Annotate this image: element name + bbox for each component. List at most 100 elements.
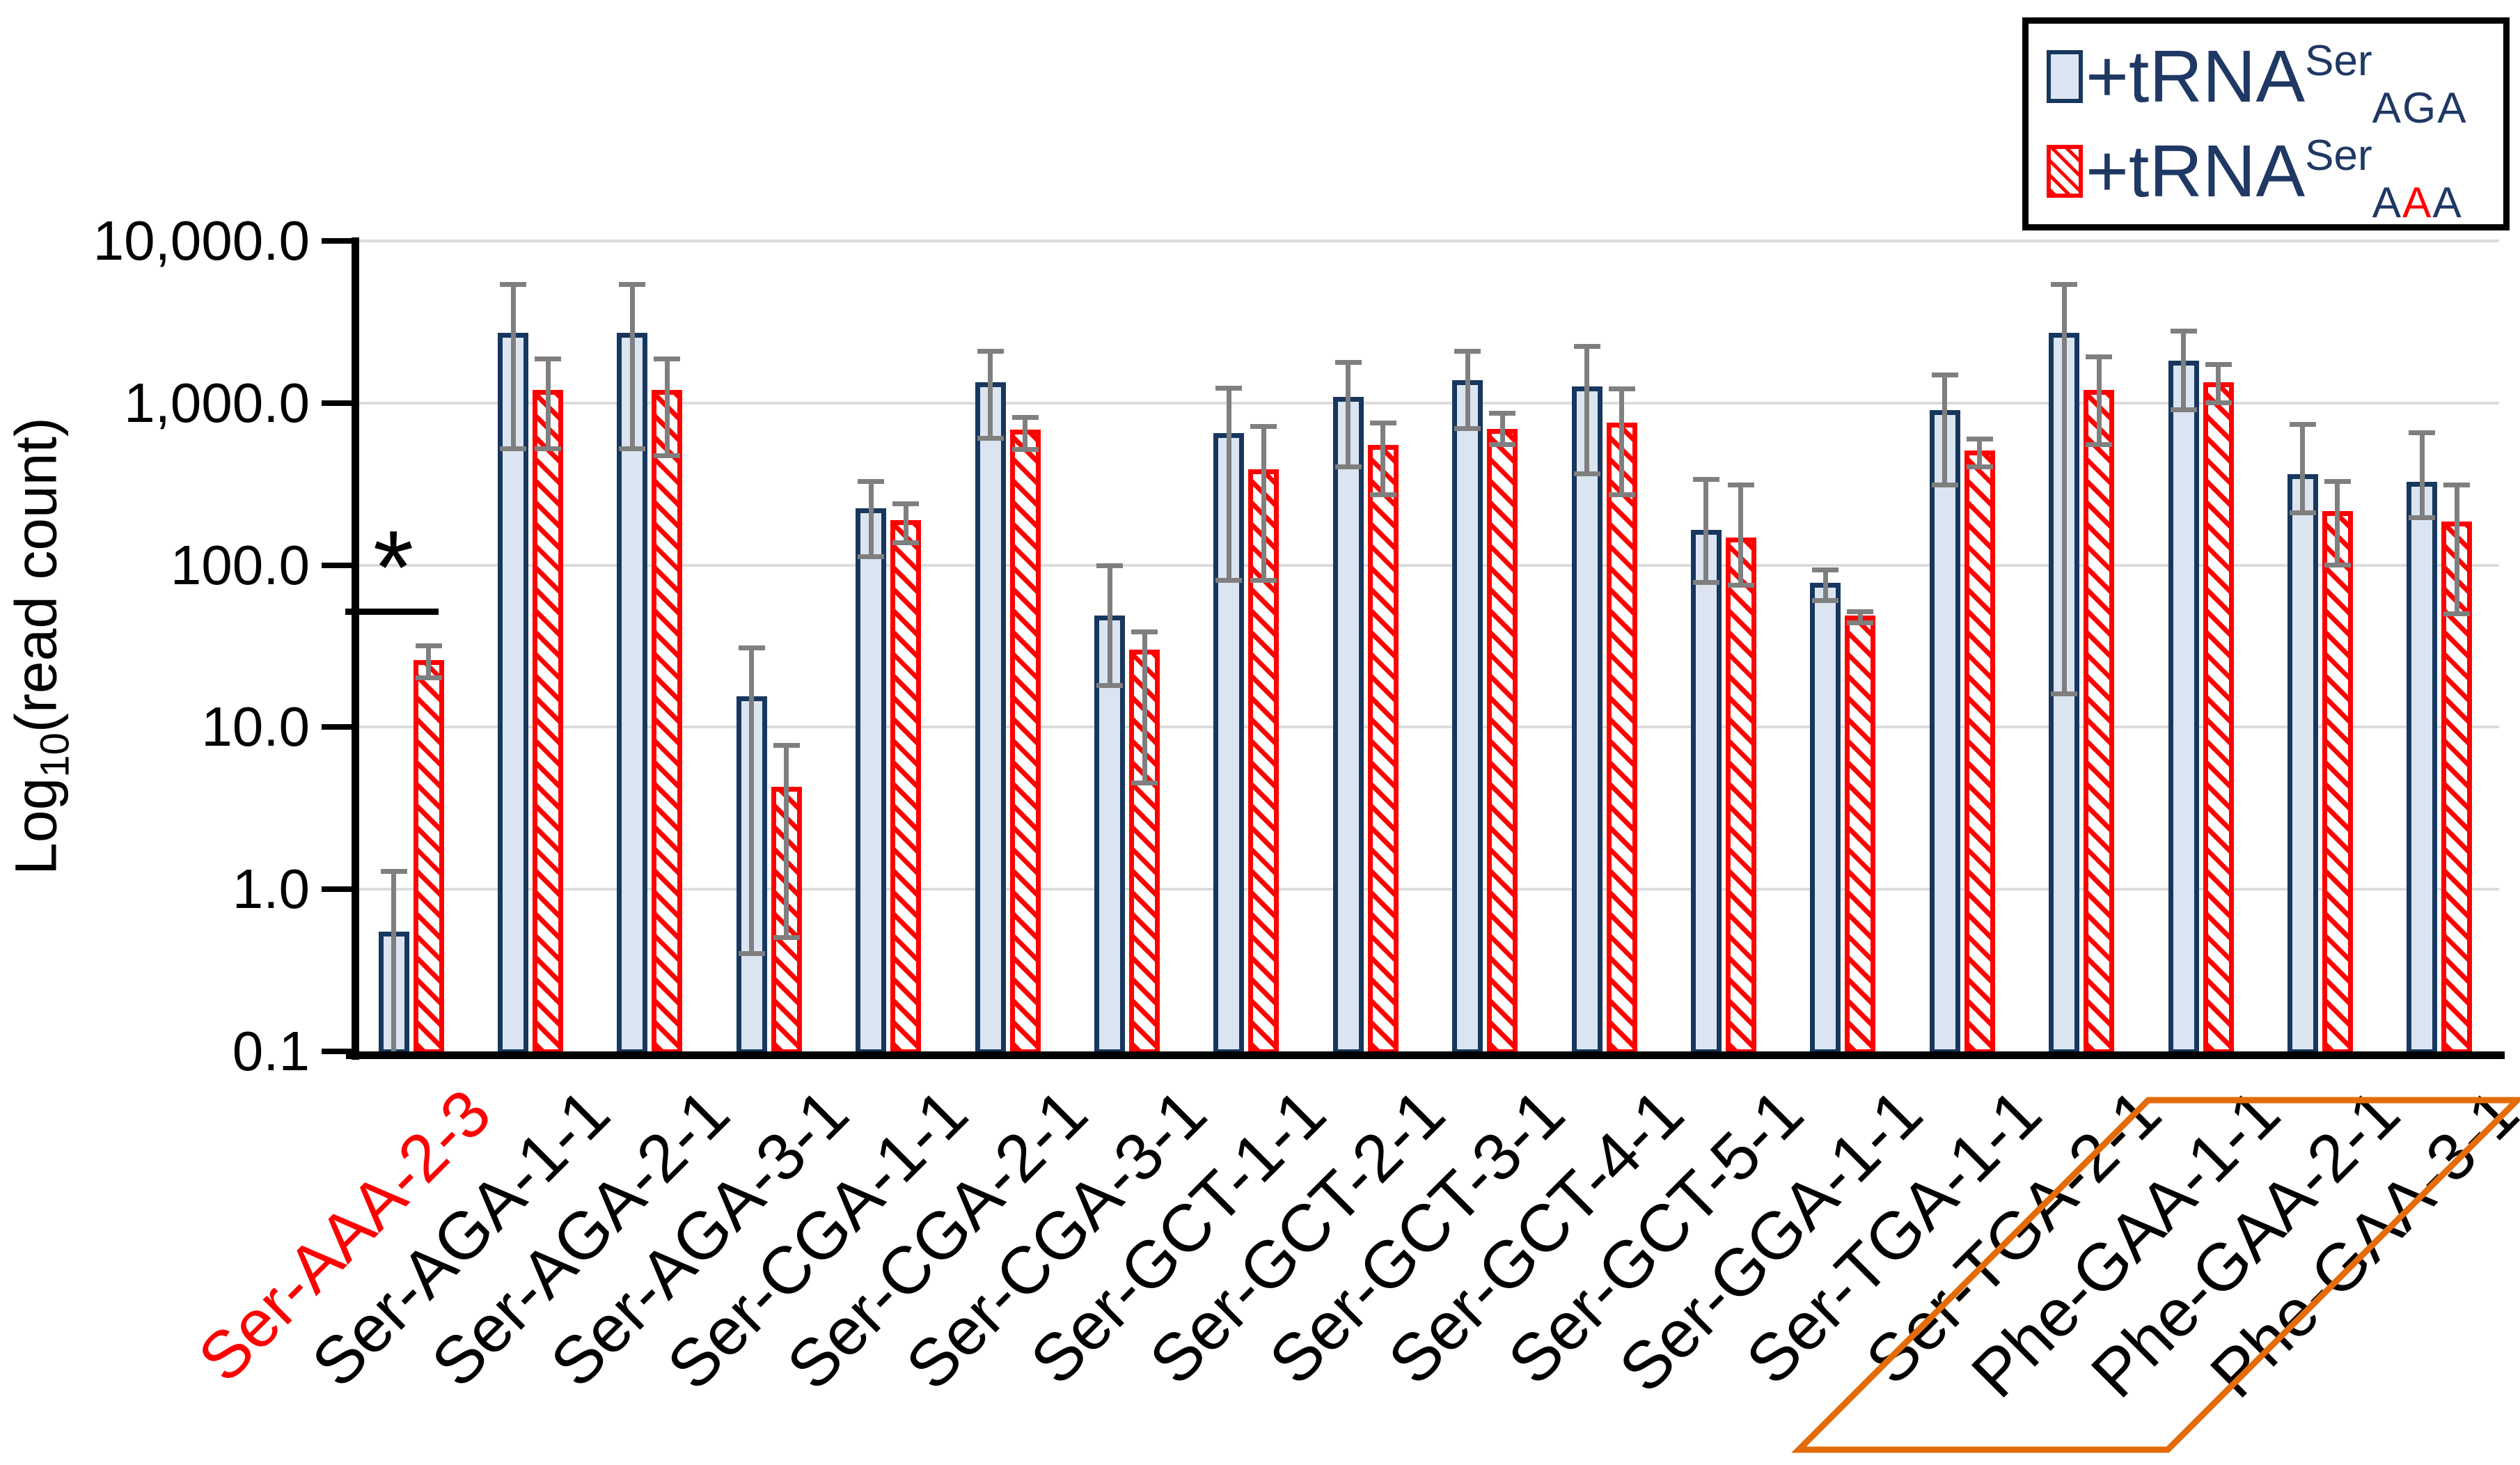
error-bar-Ser-TGA-1-1-s0 <box>1942 374 1948 486</box>
error-cap-top <box>1369 420 1396 425</box>
error-bar-Ser-CGA-2-1-s0 <box>988 350 993 439</box>
error-cap-top <box>858 478 885 484</box>
error-cap-bottom <box>1608 492 1635 498</box>
y-tick-0.1 <box>322 1049 352 1054</box>
significance-asterisk: * <box>372 508 414 626</box>
error-cap-bottom <box>1454 426 1481 432</box>
legend-swatch-blue-icon <box>2047 50 2083 103</box>
error-bar-Ser-GCT-4-1-s1 <box>1619 388 1625 496</box>
error-bar-Ser-GCT-3-1-s1 <box>1499 412 1505 446</box>
error-cap-top <box>619 282 646 288</box>
error-cap-top <box>2443 482 2471 487</box>
error-bar-Ser-CGA-1-1-s0 <box>868 480 874 558</box>
y-tick-1000 <box>322 400 352 406</box>
y-tick-label-10: 10.0 <box>201 696 310 758</box>
error-cap-top <box>1812 567 1839 572</box>
bar-Ser-CGA-1-1-s1 <box>890 519 922 1054</box>
error-cap-bottom <box>535 446 562 451</box>
y-tick-label-1: 1.0 <box>232 858 310 920</box>
y-tick-10000 <box>322 238 352 244</box>
y-tick-100 <box>322 562 352 568</box>
bar-Ser-GCT-3-1-s1 <box>1487 429 1518 1054</box>
gridline-10000 <box>352 240 2499 242</box>
error-bar-Phe-GAA-1-1-s0 <box>2181 331 2187 411</box>
legend-superscript-ser: Ser <box>2305 132 2372 180</box>
error-cap-bottom <box>1727 582 1754 588</box>
y-tick-10 <box>322 724 352 730</box>
error-cap-bottom <box>977 436 1004 441</box>
gridline-1000 <box>352 401 2499 405</box>
bar-Ser-CGA-3-1-s0 <box>1094 615 1126 1054</box>
error-cap-bottom <box>1096 682 1124 688</box>
error-bar-Ser-CGA-2-1-s1 <box>1023 417 1028 450</box>
error-cap-top <box>2170 329 2197 334</box>
legend-subscript-aaa: AAA <box>2372 179 2463 227</box>
bar-Ser-GCT-4-1-s1 <box>1606 422 1637 1054</box>
error-cap-bottom <box>2051 691 2078 696</box>
error-bar-Ser-GGA-1-1-s1 <box>1857 611 1863 623</box>
error-cap-bottom <box>1812 598 1839 604</box>
error-cap-bottom <box>858 554 885 560</box>
error-bar-Ser-AGA-2-1-s1 <box>664 358 670 457</box>
error-bar-Ser-AGA-3-1-s1 <box>784 744 789 939</box>
error-bar-Phe-GAA-2-1-s0 <box>2300 424 2306 513</box>
error-bar-Ser-GCT-4-1-s0 <box>1584 346 1590 474</box>
bar-Ser-GGA-1-1-s1 <box>1845 615 1876 1054</box>
error-bar-Ser-AAA-2-3-s0 <box>391 870 397 1051</box>
error-cap-top <box>1131 629 1158 634</box>
error-bar-Phe-GAA-1-1-s1 <box>2216 364 2221 403</box>
error-cap-bottom <box>1215 578 1243 583</box>
error-cap-top <box>1692 476 1719 482</box>
error-cap-top <box>2289 422 2316 428</box>
error-cap-bottom <box>2443 611 2471 616</box>
bar-Ser-GGA-1-1-s0 <box>1810 582 1841 1054</box>
error-cap-bottom <box>1011 446 1039 452</box>
legend-swatch-red-hatched-icon <box>2047 145 2083 198</box>
gridline-100 <box>352 563 2499 567</box>
error-cap-top <box>1250 424 1277 429</box>
error-cap-top <box>1489 410 1516 416</box>
error-cap-top <box>2205 362 2232 368</box>
error-cap-bottom <box>1573 471 1600 476</box>
error-cap-bottom <box>1369 492 1396 498</box>
error-cap-bottom <box>2086 442 2113 448</box>
error-bar-Ser-GCT-3-1-s0 <box>1465 351 1470 430</box>
error-cap-top <box>1727 482 1754 487</box>
significance-bracket <box>345 608 439 615</box>
error-bar-Ser-AGA-3-1-s0 <box>749 648 755 954</box>
bar-Phe-GAA-1-1-s0 <box>2168 360 2199 1054</box>
y-axis-line <box>352 237 359 1060</box>
error-bar-Ser-GCT-1-1-s1 <box>1261 426 1266 581</box>
legend-superscript-ser: Ser <box>2305 37 2372 85</box>
legend: +tRNASerAGA +tRNASerAAA <box>2022 17 2510 230</box>
legend-label-aaa: +tRNASerAAA <box>2086 130 2463 227</box>
y-tick-label-1000: 1,000.0 <box>124 371 310 434</box>
bar-Ser-GCT-1-1-s1 <box>1248 469 1279 1054</box>
gridline-10 <box>352 726 2499 729</box>
error-cap-bottom <box>500 446 527 451</box>
bar-Ser-GCT-5-1-s1 <box>1725 537 1756 1054</box>
bar-Ser-GCT-5-1-s0 <box>1690 529 1722 1054</box>
error-cap-bottom <box>892 540 920 545</box>
error-cap-top <box>1608 386 1635 391</box>
error-cap-top <box>1931 372 1958 377</box>
error-bar-Phe-GAA-2-1-s1 <box>2335 480 2340 565</box>
bar-Ser-AGA-3-1-s1 <box>771 786 802 1054</box>
bar-Phe-GAA-3-1-s0 <box>2407 482 2438 1054</box>
error-cap-bottom <box>2170 407 2197 413</box>
error-bar-Ser-CGA-3-1-s0 <box>1107 565 1112 686</box>
y-tick-1 <box>322 886 352 893</box>
error-cap-top <box>380 868 407 874</box>
error-cap-top <box>535 356 562 361</box>
error-bar-Phe-GAA-3-1-s0 <box>2419 432 2425 519</box>
legend-subscript-red-letter: A <box>2402 179 2433 227</box>
error-cap-bottom <box>619 446 646 451</box>
legend-row-aga: +tRNASerAGA <box>2047 37 2503 130</box>
error-cap-top <box>738 645 765 650</box>
bar-Ser-TGA-1-1-s0 <box>1929 410 1960 1054</box>
y-tick-label-0.1: 0.1 <box>232 1020 310 1082</box>
error-cap-top <box>1215 386 1243 391</box>
error-cap-top <box>654 356 681 361</box>
error-bar-Ser-AGA-1-1-s1 <box>545 358 551 449</box>
bar-Ser-TGA-2-1-s1 <box>2084 390 2115 1054</box>
